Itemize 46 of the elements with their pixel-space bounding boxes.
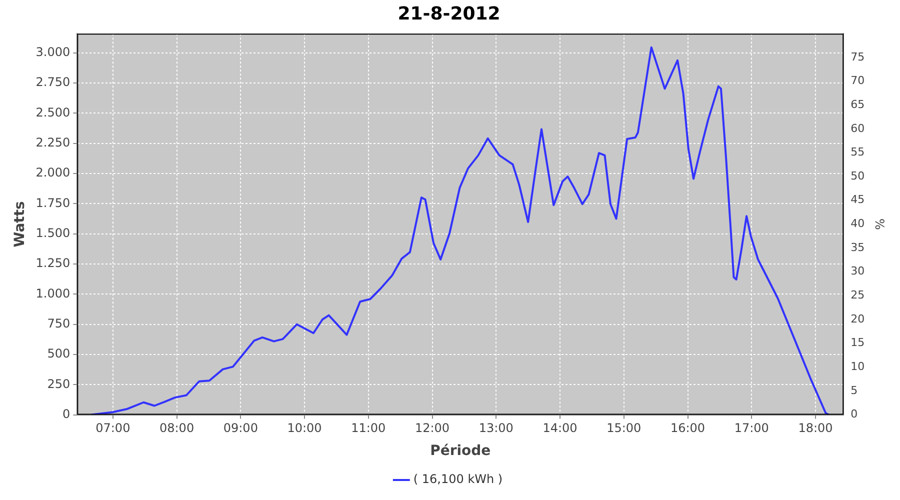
- y-tick-label: 2.000: [36, 166, 70, 180]
- x-tick-label: 13:00: [478, 421, 514, 436]
- y-tick-label: 0: [62, 406, 70, 421]
- x-tick-label: 11:00: [351, 421, 386, 436]
- y-tick-label: 1.500: [36, 226, 70, 240]
- y-tick-label: 1.750: [36, 196, 70, 210]
- x-tick-label: 14:00: [542, 421, 578, 436]
- y-tick-label: 250: [47, 376, 70, 391]
- y2-tick-label: 0: [850, 408, 858, 421]
- y-axis-title: Watts: [12, 201, 28, 248]
- y2-tick-label: 40: [850, 217, 865, 230]
- y2-tick-label: 25: [850, 288, 865, 302]
- x-tick-label: 07:00: [96, 421, 130, 436]
- x-tick-label: 17:00: [734, 421, 769, 436]
- y-tick-label: 3.000: [36, 45, 70, 60]
- x-tick-label: 10:00: [287, 421, 322, 436]
- y2-tick-label: 45: [850, 193, 865, 206]
- x-tick-label: 16:00: [670, 421, 706, 436]
- x-tick-label: 15:00: [606, 421, 642, 436]
- y2-tick-label: 5: [850, 384, 858, 397]
- y-tick-label: 2.750: [36, 75, 70, 90]
- y-tick-label: 2.250: [36, 136, 70, 150]
- chart-title: 21-8-2012: [398, 3, 500, 24]
- y-tick-label: 2.500: [36, 105, 70, 120]
- x-axis-title: Période: [430, 443, 491, 460]
- legend-label: ( 16,100 kWh ): [413, 472, 503, 486]
- y-tick-label: 500: [47, 346, 70, 361]
- y2-tick-label: 75: [850, 50, 865, 64]
- y2-tick-label: 10: [850, 360, 865, 374]
- y-tick-label: 1.000: [36, 286, 70, 300]
- y2-tick-label: 50: [850, 169, 865, 182]
- x-tick-label: 09:00: [223, 421, 258, 436]
- x-tick-label: 12:00: [414, 421, 450, 436]
- y2-axis-title: %: [872, 218, 887, 230]
- y-tick-label: 750: [47, 316, 70, 330]
- y2-tick-label: 35: [850, 240, 865, 254]
- y-tick-label: 1.250: [36, 256, 70, 270]
- x-tick-label: 18:00: [798, 421, 833, 436]
- y2-tick-label: 15: [850, 336, 865, 350]
- y2-tick-label: 55: [850, 146, 865, 159]
- x-tick-label: 08:00: [159, 421, 194, 436]
- y2-tick-label: 65: [850, 98, 865, 111]
- y2-tick-label: 70: [850, 74, 865, 88]
- y2-tick-label: 60: [850, 122, 865, 135]
- y2-tick-label: 20: [850, 312, 865, 326]
- y2-tick-label: 30: [850, 264, 865, 278]
